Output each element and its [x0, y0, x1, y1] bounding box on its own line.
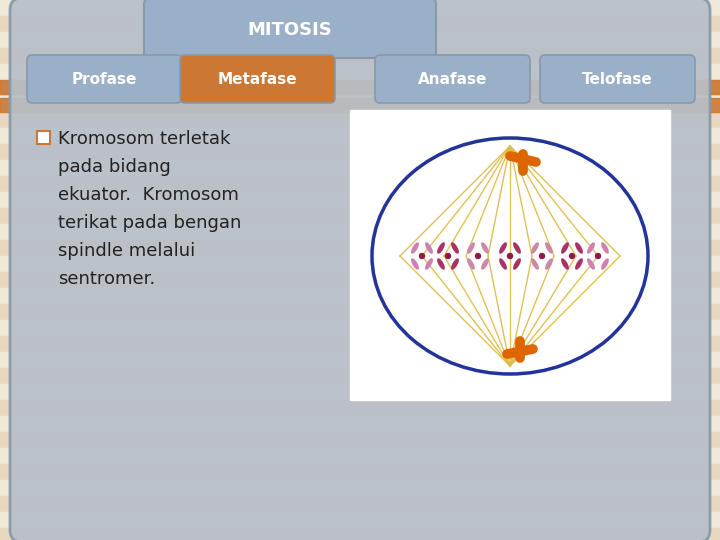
Ellipse shape [499, 242, 507, 254]
Bar [0, 240, 720, 256]
Ellipse shape [513, 242, 521, 254]
Ellipse shape [601, 242, 609, 254]
Ellipse shape [451, 242, 459, 254]
Text: spindle melalui: spindle melalui [58, 242, 195, 260]
FancyBboxPatch shape [27, 55, 182, 103]
Ellipse shape [587, 258, 595, 270]
Bar [0, 256, 720, 272]
Bar [0, 80, 720, 94]
Ellipse shape [425, 242, 433, 254]
Bar [0, 432, 720, 448]
Bar [0, 80, 720, 96]
Text: Anafase: Anafase [418, 71, 487, 86]
Ellipse shape [451, 258, 459, 270]
Bar [0, 16, 720, 32]
Bar [0, 128, 720, 144]
Ellipse shape [531, 242, 539, 254]
Ellipse shape [467, 258, 475, 270]
Bar [0, 96, 720, 112]
FancyBboxPatch shape [144, 0, 436, 58]
Bar [0, 336, 720, 352]
Ellipse shape [531, 258, 539, 270]
Ellipse shape [411, 258, 419, 270]
Text: pada bidang: pada bidang [58, 158, 171, 176]
Ellipse shape [601, 258, 609, 270]
Circle shape [475, 253, 480, 259]
Circle shape [446, 253, 451, 259]
Bar [0, 512, 720, 528]
Circle shape [570, 253, 575, 259]
Bar [0, 98, 720, 112]
Ellipse shape [575, 258, 583, 270]
Bar [0, 144, 720, 160]
Bar [0, 288, 720, 304]
Circle shape [595, 253, 600, 259]
Bar [0, 304, 720, 320]
Ellipse shape [411, 242, 419, 254]
Text: MITOSIS: MITOSIS [248, 21, 333, 39]
FancyBboxPatch shape [10, 0, 710, 540]
Bar [0, 176, 720, 192]
Bar [0, 464, 720, 480]
Text: Kromosom terletak: Kromosom terletak [58, 130, 230, 148]
Bar [0, 480, 720, 496]
Ellipse shape [481, 242, 489, 254]
Bar [0, 400, 720, 416]
Text: sentromer.: sentromer. [58, 270, 156, 288]
Bar [0, 496, 720, 512]
Circle shape [508, 253, 513, 259]
Circle shape [539, 253, 544, 259]
Text: Profase: Profase [72, 71, 138, 86]
Bar [0, 384, 720, 400]
Circle shape [420, 253, 425, 259]
Ellipse shape [437, 242, 445, 254]
Ellipse shape [545, 242, 553, 254]
Bar [0, 352, 720, 368]
Ellipse shape [437, 258, 445, 270]
Bar [350, 110, 670, 400]
Bar [0, 0, 720, 16]
Text: ekuator.  Kromosom: ekuator. Kromosom [58, 186, 239, 204]
Bar [0, 416, 720, 432]
Bar [0, 320, 720, 336]
FancyBboxPatch shape [375, 55, 530, 103]
Bar [0, 272, 720, 288]
FancyBboxPatch shape [37, 131, 50, 144]
Bar [0, 192, 720, 208]
Text: Metafase: Metafase [217, 71, 297, 86]
Ellipse shape [575, 242, 583, 254]
Ellipse shape [467, 242, 475, 254]
Ellipse shape [545, 258, 553, 270]
Ellipse shape [513, 258, 521, 270]
Text: Telofase: Telofase [582, 71, 653, 86]
Bar [0, 528, 720, 540]
Ellipse shape [499, 258, 507, 270]
Ellipse shape [561, 242, 569, 254]
Ellipse shape [481, 258, 489, 270]
FancyBboxPatch shape [180, 55, 335, 103]
Ellipse shape [561, 258, 569, 270]
Bar [0, 48, 720, 64]
Bar [0, 160, 720, 176]
Bar [0, 32, 720, 48]
Bar [0, 208, 720, 224]
Bar [0, 224, 720, 240]
Bar [0, 64, 720, 80]
Bar [0, 112, 720, 128]
Bar [0, 448, 720, 464]
Ellipse shape [587, 242, 595, 254]
Text: terikat pada bengan: terikat pada bengan [58, 214, 241, 232]
FancyBboxPatch shape [540, 55, 695, 103]
Bar [0, 368, 720, 384]
Ellipse shape [425, 258, 433, 270]
